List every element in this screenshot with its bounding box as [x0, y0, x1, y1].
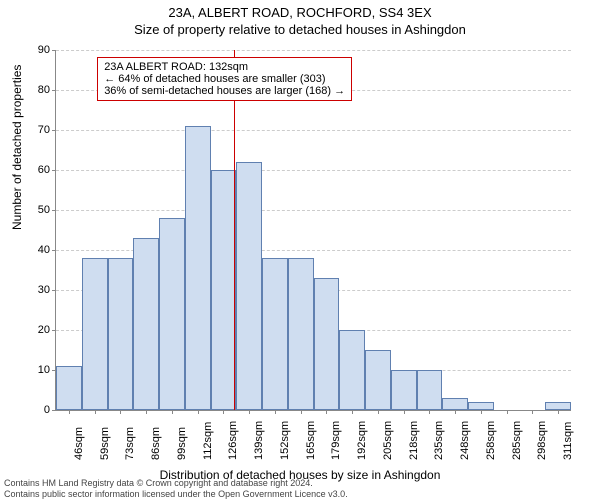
chart-title-sub: Size of property relative to detached ho… [0, 20, 600, 37]
x-tick-mark [404, 410, 405, 414]
x-tick-mark [95, 410, 96, 414]
x-tick-mark [120, 410, 121, 414]
y-axis-label: Number of detached properties [10, 65, 24, 230]
annotation-box: 23A ALBERT ROAD: 132sqm← 64% of detached… [97, 57, 352, 101]
grid-line [56, 50, 571, 51]
y-tick-label: 0 [44, 404, 50, 416]
bar [108, 258, 134, 410]
x-tick-mark [172, 410, 173, 414]
y-tick-mark [52, 290, 56, 291]
x-tick-mark [429, 410, 430, 414]
annotation-line-1: 23A ALBERT ROAD: 132sqm [104, 61, 345, 73]
y-tick-mark [52, 210, 56, 211]
x-tick-label: 179sqm [330, 421, 342, 460]
footer-attribution: Contains HM Land Registry data © Crown c… [4, 478, 348, 500]
y-tick-mark [52, 250, 56, 251]
x-tick-mark [326, 410, 327, 414]
x-tick-label: 73sqm [124, 427, 136, 460]
footer-line-1: Contains HM Land Registry data © Crown c… [4, 478, 348, 489]
x-tick-label: 59sqm [99, 427, 111, 460]
grid-line [56, 210, 571, 211]
x-tick-mark [378, 410, 379, 414]
bar [262, 258, 288, 410]
y-tick-mark [52, 170, 56, 171]
y-tick-mark [52, 330, 56, 331]
x-tick-mark [507, 410, 508, 414]
bar [391, 370, 417, 410]
x-tick-mark [249, 410, 250, 414]
bar [236, 162, 262, 410]
chart-title-main: 23A, ALBERT ROAD, ROCHFORD, SS4 3EX [0, 0, 600, 20]
y-tick-mark [52, 130, 56, 131]
y-tick-mark [52, 410, 56, 411]
y-tick-label: 10 [38, 364, 50, 376]
bar [314, 278, 340, 410]
x-tick-label: 112sqm [202, 422, 214, 460]
marker-line [234, 50, 235, 410]
x-tick-mark [275, 410, 276, 414]
x-tick-label: 218sqm [408, 421, 420, 460]
bar [365, 350, 391, 410]
y-tick-label: 90 [38, 44, 50, 56]
plot-area: 010203040506070809046sqm59sqm73sqm86sqm9… [55, 50, 571, 411]
x-tick-label: 235sqm [433, 421, 445, 460]
x-tick-label: 205sqm [382, 421, 394, 460]
y-tick-mark [52, 50, 56, 51]
x-tick-label: 285sqm [511, 421, 523, 460]
x-tick-mark [455, 410, 456, 414]
bar [288, 258, 314, 410]
x-tick-label: 298sqm [536, 421, 548, 460]
x-tick-label: 192sqm [356, 421, 368, 460]
x-tick-mark [532, 410, 533, 414]
y-tick-label: 80 [38, 84, 50, 96]
x-tick-label: 86sqm [150, 427, 162, 460]
x-tick-mark [301, 410, 302, 414]
x-tick-label: 139sqm [253, 421, 265, 460]
y-tick-label: 20 [38, 324, 50, 336]
bar [468, 402, 494, 410]
x-tick-mark [558, 410, 559, 414]
y-tick-label: 40 [38, 244, 50, 256]
bar [339, 330, 365, 410]
y-tick-label: 30 [38, 284, 50, 296]
x-tick-mark [69, 410, 70, 414]
bar [417, 370, 443, 410]
x-tick-mark [146, 410, 147, 414]
footer-line-2: Contains public sector information licen… [4, 489, 348, 500]
bar [133, 238, 159, 410]
bar [159, 218, 185, 410]
x-tick-mark [223, 410, 224, 414]
x-tick-label: 46sqm [73, 427, 85, 460]
y-tick-label: 70 [38, 124, 50, 136]
x-tick-label: 311sqm [562, 422, 574, 460]
x-tick-label: 126sqm [227, 421, 239, 460]
x-tick-label: 99sqm [176, 427, 188, 460]
x-tick-label: 165sqm [305, 421, 317, 460]
x-tick-label: 258sqm [485, 421, 497, 460]
x-tick-mark [198, 410, 199, 414]
bar [82, 258, 108, 410]
grid-line [56, 130, 571, 131]
y-tick-mark [52, 90, 56, 91]
x-tick-mark [481, 410, 482, 414]
annotation-line-2: ← 64% of detached houses are smaller (30… [104, 73, 345, 85]
x-tick-label: 152sqm [279, 421, 291, 460]
bar [56, 366, 82, 410]
bar [211, 170, 237, 410]
x-tick-mark [352, 410, 353, 414]
annotation-line-3: 36% of semi-detached houses are larger (… [104, 85, 345, 97]
chart-area: 010203040506070809046sqm59sqm73sqm86sqm9… [55, 50, 570, 410]
bar [442, 398, 468, 410]
y-tick-label: 60 [38, 164, 50, 176]
x-tick-label: 248sqm [459, 421, 471, 460]
bar [185, 126, 211, 410]
y-tick-label: 50 [38, 204, 50, 216]
grid-line [56, 170, 571, 171]
bar [545, 402, 571, 410]
